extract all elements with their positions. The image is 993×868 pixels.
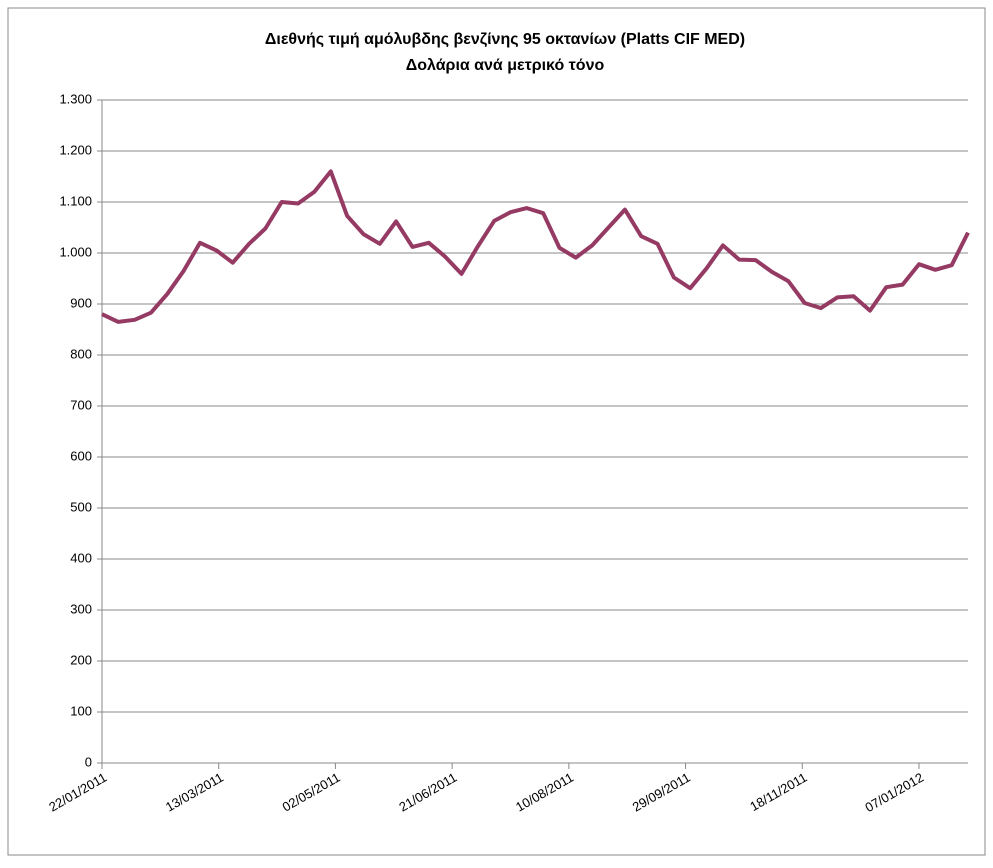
y-tick-label: 1.200 <box>59 142 92 157</box>
y-tick-label: 100 <box>70 703 92 718</box>
y-tick-label: 1.100 <box>59 193 92 208</box>
y-tick-label: 600 <box>70 448 92 463</box>
data-line <box>101 169 970 324</box>
y-tick-label: 300 <box>70 601 92 616</box>
y-tick-label: 400 <box>70 550 92 565</box>
y-tick-label: 0 <box>85 754 92 769</box>
y-tick-label: 500 <box>70 499 92 514</box>
y-tick-label: 700 <box>70 397 92 412</box>
chart-title: Διεθνής τιμή αμόλυβδης βενζίνης 95 οκταν… <box>265 31 745 48</box>
y-tick-label: 800 <box>70 346 92 361</box>
chart-frame <box>7 7 986 856</box>
y-tick-label: 1.000 <box>59 244 92 259</box>
chart-subtitle: Δολάρια ανά μετρικό τόνο <box>406 57 605 74</box>
y-tick-label: 200 <box>70 652 92 667</box>
y-tick-label: 900 <box>70 295 92 310</box>
y-tick-label: 1.300 <box>59 91 92 106</box>
